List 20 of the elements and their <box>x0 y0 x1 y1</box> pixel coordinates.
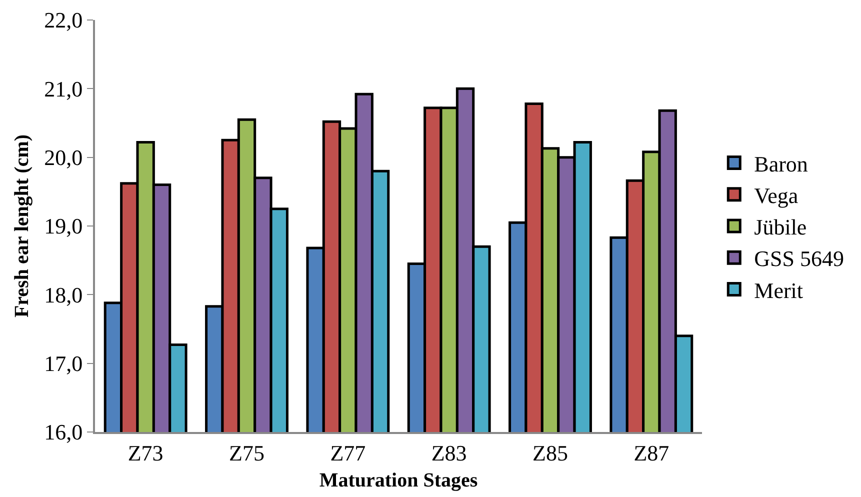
legend-label: Baron <box>754 151 808 176</box>
legend-label: Vega <box>754 182 798 208</box>
legend-label: GSS 5649 <box>754 246 844 272</box>
legend-label: Jübile <box>754 214 807 240</box>
y-tick-label: 18,0 <box>44 282 83 308</box>
x-tick-label: Z75 <box>229 440 264 466</box>
y-axis-title: Fresh ear lenght (cm) <box>11 134 34 318</box>
x-tick-label: Z87 <box>634 440 670 466</box>
y-tick-label: 19,0 <box>44 214 83 239</box>
y-tick-label: 21,0 <box>44 76 83 102</box>
x-axis-title: Maturation Stages <box>319 469 478 492</box>
x-tick-label: Z85 <box>532 440 568 466</box>
y-tick-label: 20,0 <box>44 145 83 170</box>
x-tick-label: Z77 <box>330 440 366 466</box>
y-tick-label: 22,0 <box>44 8 83 33</box>
legend-label: Merit <box>754 278 804 303</box>
x-tick-label: Z73 <box>128 440 164 466</box>
y-tick-label: 17,0 <box>44 351 83 376</box>
x-tick-label: Z83 <box>431 440 467 466</box>
y-tick-label: 16,0 <box>44 420 83 445</box>
